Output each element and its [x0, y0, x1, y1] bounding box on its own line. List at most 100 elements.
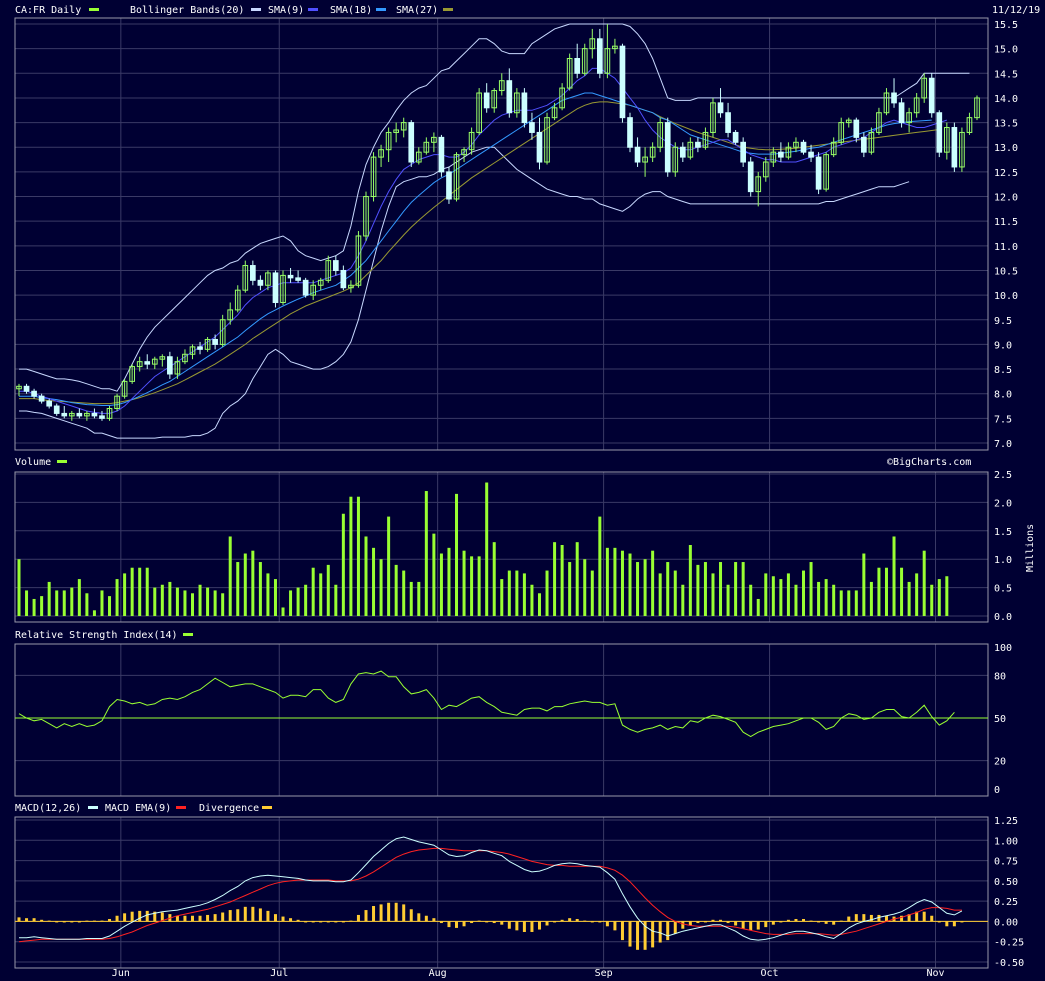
- volume-bar: [70, 587, 74, 616]
- divergence-bar: [643, 921, 647, 950]
- candle-body: [159, 356, 166, 360]
- divergence-bar: [960, 921, 964, 923]
- volume-bar: [568, 562, 572, 616]
- candle-body: [740, 141, 746, 163]
- candle-body: [363, 196, 369, 237]
- volume-tick-label: 2.0: [994, 498, 1012, 509]
- candle-body: [136, 361, 143, 368]
- candle-body: [642, 156, 648, 163]
- volume-bar: [296, 587, 300, 616]
- divergence-bar: [296, 919, 300, 922]
- candle-body: [106, 407, 113, 419]
- divergence-bar: [666, 921, 670, 941]
- divergence-bar: [55, 921, 59, 923]
- candle-body: [167, 356, 173, 375]
- candle-body: [936, 112, 943, 153]
- divergence-bar: [937, 921, 941, 923]
- divergence-bar: [854, 914, 858, 922]
- candle-body: [38, 395, 45, 402]
- candle-body: [53, 405, 60, 414]
- volume-bar: [590, 570, 594, 616]
- candle-body: [234, 289, 241, 311]
- divergence-bar: [25, 918, 29, 922]
- divergence-bar: [130, 911, 134, 922]
- rsi-swatch: [183, 633, 193, 636]
- candle-body: [853, 119, 860, 138]
- divergence-bar: [605, 921, 609, 927]
- candle-body: [280, 274, 286, 304]
- divergence-bar: [703, 921, 707, 923]
- volume-bar: [206, 587, 210, 616]
- divergence-bar: [900, 915, 904, 922]
- volume-bar: [628, 553, 632, 616]
- candle-body: [943, 127, 950, 153]
- divergence-bar: [190, 915, 194, 922]
- volume-swatch: [57, 460, 67, 463]
- divergence-bar: [537, 921, 541, 930]
- divergence-bar: [696, 921, 700, 924]
- divergence-bar: [907, 914, 911, 922]
- candle-body: [717, 102, 724, 114]
- candle-body: [612, 45, 618, 50]
- volume-bar: [417, 581, 421, 616]
- x-tick-label: Aug: [429, 968, 447, 979]
- volume-bar: [945, 576, 949, 616]
- legend-sma27-label: SMA(27): [396, 5, 438, 16]
- candle-body: [695, 141, 701, 148]
- volume-bar: [817, 581, 821, 616]
- legend-bollinger-label: Bollinger Bands(20): [130, 5, 244, 16]
- volume-frame: [14, 471, 989, 623]
- candle-body: [76, 412, 83, 417]
- candle-body: [287, 274, 294, 279]
- divergence-bar: [85, 920, 89, 922]
- divergence-bar: [477, 920, 481, 922]
- macd-plot: [15, 836, 988, 950]
- price-tick-label: 13.5: [994, 119, 1018, 130]
- volume-bar: [884, 567, 888, 616]
- panel-frames: [14, 17, 989, 969]
- x-tick-label: Oct: [761, 968, 779, 979]
- candle-body: [544, 117, 550, 163]
- divergence-bar: [515, 921, 519, 931]
- volume-bar: [123, 573, 127, 616]
- divergence-bar: [719, 919, 723, 922]
- divergence-bar: [756, 921, 760, 930]
- candle-body: [732, 131, 739, 143]
- divergence-bar: [100, 920, 104, 922]
- divergence-bar: [92, 920, 96, 922]
- divergence-bar: [749, 921, 753, 931]
- candle-body: [174, 361, 181, 375]
- volume-bar: [281, 607, 285, 616]
- volume-bar: [108, 596, 112, 616]
- candle-body: [415, 151, 422, 163]
- divergence-bar: [741, 921, 745, 929]
- candle-body: [861, 136, 867, 153]
- divergence-bar: [786, 919, 790, 922]
- divergence-bar: [862, 914, 866, 922]
- divergence-bar: [40, 919, 44, 922]
- volume-bar: [273, 579, 277, 616]
- candle-body: [778, 151, 784, 158]
- divergence-bar: [447, 921, 451, 928]
- volume-bar: [507, 570, 511, 616]
- volume-bar: [394, 564, 398, 616]
- price-frame: [14, 17, 989, 451]
- candle-body: [581, 48, 588, 74]
- volume-bar: [40, 596, 44, 616]
- divergence-bar: [553, 921, 557, 923]
- candle-body: [928, 77, 935, 114]
- volume-bar: [824, 579, 828, 616]
- watermark: ©BigCharts.com: [887, 457, 971, 468]
- volume-bar: [183, 590, 187, 616]
- divergence-bar: [688, 921, 692, 926]
- price-panel[interactable]: [16, 23, 980, 439]
- candle-body: [219, 319, 226, 345]
- grid: [15, 18, 988, 968]
- divergence-bar: [802, 918, 806, 922]
- candle-body: [559, 87, 565, 109]
- bollinger-upper-line: [19, 23, 970, 392]
- candle-body: [91, 412, 98, 417]
- volume-bar: [651, 550, 655, 616]
- sma9-line: [19, 67, 947, 414]
- divergence-bar: [32, 918, 36, 922]
